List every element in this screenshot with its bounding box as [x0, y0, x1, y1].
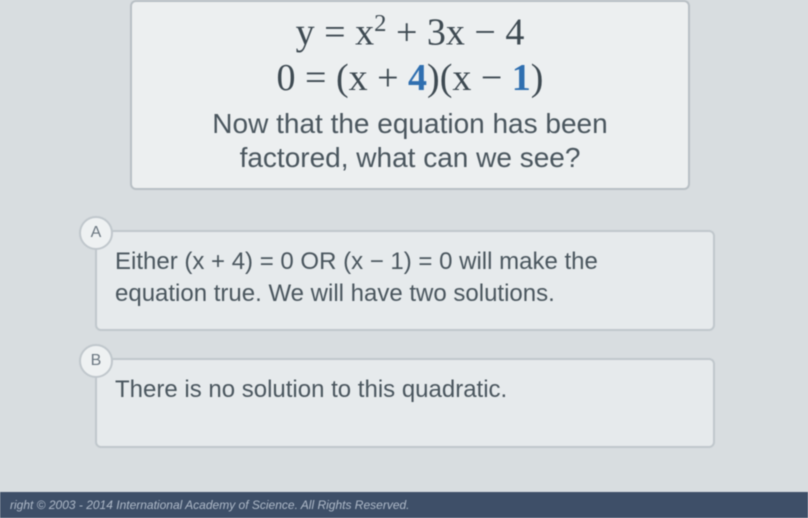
copyright-footer: right © 2003 - 2014 International Academ… [0, 492, 808, 518]
answer-a-letter: A [79, 216, 113, 250]
answer-a-text: Either (x + 4) = 0 OR (x − 1) = 0 will m… [115, 246, 695, 311]
footer-text: right © 2003 - 2014 International Academ… [10, 498, 410, 512]
equation-1: y = x2 + 3x − 4 [144, 10, 676, 55]
prompt-line-2: factored, what can we see? [240, 142, 581, 173]
answer-b-letter: B [79, 344, 113, 378]
equation-2: 0 = (x + 4)(x − 1) [144, 57, 676, 101]
question-card: y = x2 + 3x − 4 0 = (x + 4)(x − 1) Now t… [130, 0, 690, 190]
question-prompt: Now that the equation has been factored,… [144, 107, 676, 174]
answer-b-text: There is no solution to this quadratic. [115, 374, 695, 406]
answer-choice-b[interactable]: B There is no solution to this quadratic… [95, 358, 715, 448]
answer-choice-a[interactable]: A Either (x + 4) = 0 OR (x − 1) = 0 will… [95, 230, 715, 331]
prompt-line-1: Now that the equation has been [212, 108, 607, 139]
